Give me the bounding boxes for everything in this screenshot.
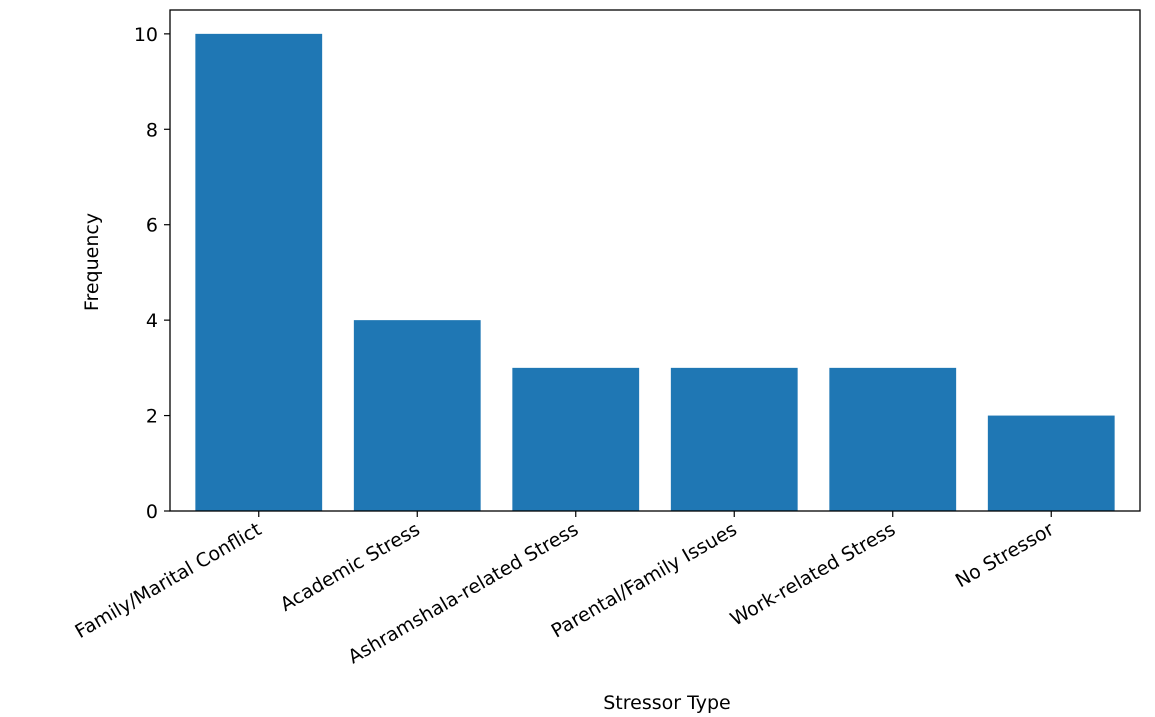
- x-tick-label: Academic Stress: [277, 518, 424, 616]
- plot-frame: [169, 9, 1141, 512]
- y-tick-label: 4: [146, 310, 158, 332]
- bars-group: [195, 33, 1115, 511]
- bar-4: [670, 367, 798, 511]
- x-tick-label: Work-related Stress: [727, 518, 900, 630]
- x-tick-label: Family/Marital Conflict: [71, 518, 265, 643]
- y-axis-label: Frequency: [81, 213, 103, 311]
- y-tick-label: 8: [146, 119, 158, 141]
- y-axis: 0 2 4 6 8 10: [134, 24, 170, 523]
- bar-3: [512, 367, 640, 511]
- x-axis-label: Stressor Type: [603, 692, 731, 714]
- y-tick-label: 0: [146, 501, 158, 523]
- x-tick-label: No Stressor: [952, 518, 1058, 592]
- y-tick-label: 6: [146, 215, 158, 237]
- y-tick-label: 10: [134, 24, 158, 46]
- bar-2: [353, 320, 481, 511]
- bar-1: [195, 33, 323, 511]
- y-tick-label: 2: [146, 406, 158, 428]
- bar-5: [829, 367, 957, 511]
- x-axis: Family/Marital Conflict Academic StressAs…: [71, 511, 1058, 668]
- bar-6: [987, 415, 1115, 511]
